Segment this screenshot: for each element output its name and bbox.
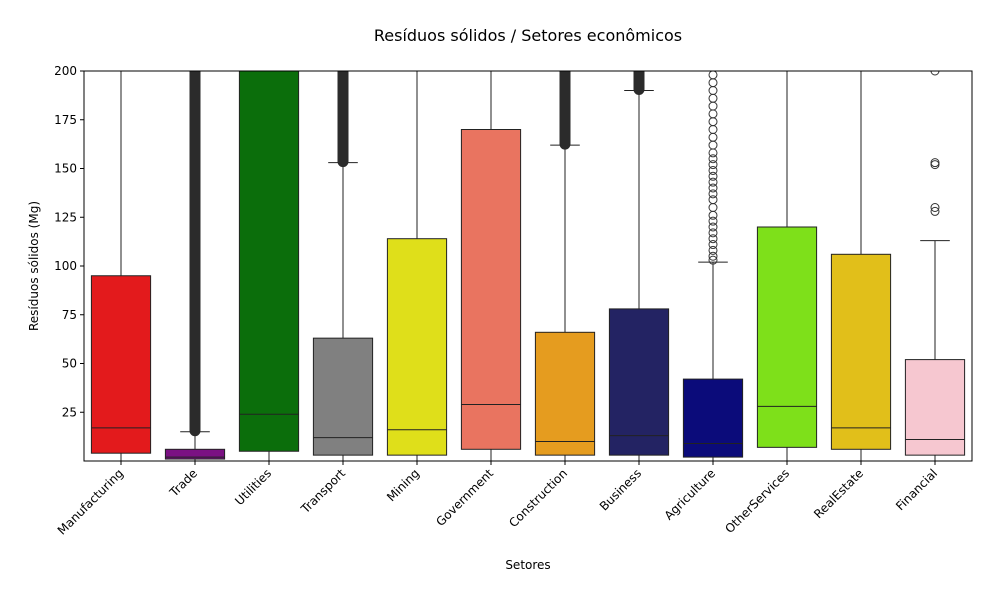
x-tick-label: Financial <box>893 466 940 513</box>
outlier-point <box>708 109 718 119</box>
outlier-point <box>708 189 718 199</box>
outlier-point <box>930 206 940 216</box>
y-tick-label: 25 <box>62 405 77 419</box>
iqr-box <box>830 253 892 450</box>
box-group-government <box>460 71 522 461</box>
outlier-point <box>708 101 718 111</box>
x-tick-label: Construction <box>506 466 570 530</box>
y-tick-label: 200 <box>54 64 77 78</box>
iqr-box <box>312 337 374 456</box>
outlier-point <box>930 158 940 168</box>
x-tick-label: Manufacturing <box>55 466 126 537</box>
x-axis-label: Setores <box>505 558 550 572</box>
x-axis: Manufacturing Trade Utilities Transport Mini… <box>55 461 940 538</box>
box-group-financial <box>904 71 966 461</box>
x-tick-label: Mining <box>384 466 422 504</box>
outlier-point <box>708 240 718 250</box>
iqr-box <box>164 448 226 460</box>
x-tick-label: Transport <box>298 466 349 517</box>
outlier-point <box>708 228 718 238</box>
y-axis-label: Resíduos sólidos (Mg) <box>27 201 41 331</box>
outlier-band <box>559 71 571 150</box>
outlier-point <box>708 222 718 232</box>
box-group-manufacturing <box>90 71 152 461</box>
outlier-point <box>708 177 718 187</box>
box-group-realestate <box>830 71 892 461</box>
outlier-point <box>708 125 718 134</box>
y-tick-label: 100 <box>54 259 77 273</box>
outlier-point <box>708 234 718 244</box>
iqr-box <box>238 71 300 452</box>
outlier-point <box>708 117 718 127</box>
iqr-box <box>460 129 522 450</box>
outlier-point <box>708 132 718 142</box>
y-tick-label: 150 <box>54 162 77 176</box>
x-tick-label: Business <box>597 466 644 513</box>
iqr-box <box>608 308 670 456</box>
box-group-mining <box>386 71 448 461</box>
iqr-box <box>534 331 596 456</box>
y-tick-label: 175 <box>54 113 77 127</box>
box-group-business <box>608 71 670 461</box>
iqr-box <box>682 378 744 458</box>
iqr-box <box>386 238 448 456</box>
box-group-utilities <box>238 71 300 461</box>
y-tick-label: 75 <box>62 308 77 322</box>
outlier-point <box>708 93 718 103</box>
outlier-point <box>708 203 718 212</box>
x-tick-label: Utilities <box>232 466 274 508</box>
chart-title: Resíduos sólidos / Setores econômicos <box>374 26 682 45</box>
x-tick-label: RealEstate <box>811 466 866 521</box>
box-group-transport <box>312 71 374 461</box>
outlier-point <box>708 210 718 220</box>
outlier-point <box>708 245 718 255</box>
boxes-layer <box>90 71 966 461</box>
iqr-box <box>756 226 818 448</box>
box-group-trade <box>164 71 226 461</box>
outlier-point <box>708 160 718 170</box>
outlier-point <box>930 203 940 212</box>
box-group-otherservices <box>756 71 818 461</box>
outlier-band <box>633 71 645 95</box>
outlier-point <box>930 71 940 76</box>
x-tick-label: Agriculture <box>662 466 719 523</box>
outlier-band <box>337 71 349 168</box>
outlier-point <box>708 165 718 175</box>
y-tick-label: 125 <box>54 210 77 224</box>
iqr-box <box>904 359 966 456</box>
iqr-box <box>90 275 152 454</box>
outlier-point <box>708 171 718 181</box>
x-tick-label: Trade <box>166 466 200 500</box>
outlier-point <box>708 140 718 150</box>
outlier-point <box>708 71 718 80</box>
box-group-agriculture <box>682 71 744 461</box>
outlier-band <box>189 71 201 437</box>
outlier-point <box>708 195 718 205</box>
y-tick-label: 50 <box>62 357 77 371</box>
outlier-point <box>930 160 940 170</box>
outlier-point <box>708 78 718 88</box>
y-axis: 25 50 75 100 125 150 175 200 <box>54 64 84 419</box>
outlier-point <box>708 86 718 95</box>
x-tick-label: Government <box>433 466 496 529</box>
outlier-point <box>708 251 718 261</box>
outlier-point <box>708 154 718 164</box>
outlier-point <box>708 183 718 193</box>
outlier-point <box>708 255 718 265</box>
outlier-point <box>708 148 718 158</box>
x-tick-label: OtherServices <box>722 466 792 536</box>
outlier-point <box>708 216 718 226</box>
box-group-construction <box>534 71 596 461</box>
